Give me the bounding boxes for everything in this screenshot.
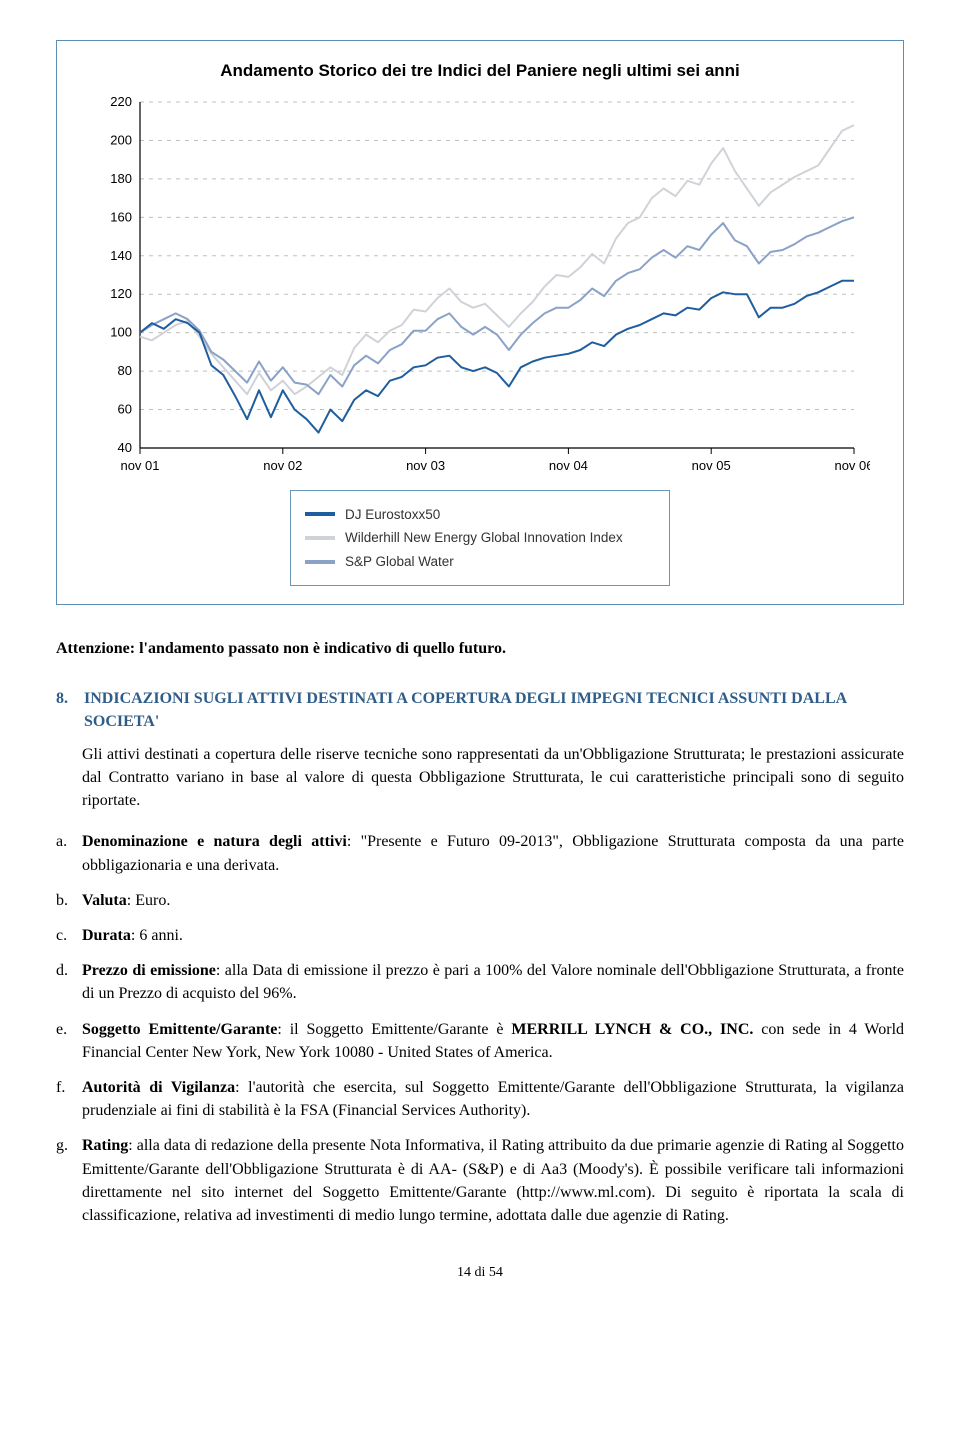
svg-text:120: 120 bbox=[110, 286, 132, 301]
list-item-label: Valuta bbox=[82, 892, 127, 909]
svg-text:nov 03: nov 03 bbox=[406, 458, 445, 473]
svg-text:100: 100 bbox=[110, 324, 132, 339]
list-body: Durata: 6 anni. bbox=[82, 924, 904, 947]
list-item-label: Durata bbox=[82, 927, 131, 944]
chart-caption: Attenzione: l'andamento passato non è in… bbox=[56, 637, 904, 660]
legend-item: DJ Eurostoxx50 bbox=[305, 505, 655, 525]
list-marker: g. bbox=[56, 1134, 82, 1227]
svg-text:40: 40 bbox=[118, 440, 132, 455]
section-heading: 8. INDICAZIONI SUGLI ATTIVI DESTINATI A … bbox=[56, 687, 904, 733]
inline-bold: MERRILL LYNCH & CO., INC. bbox=[511, 1021, 753, 1038]
list-marker: d. bbox=[56, 959, 82, 1005]
list-item-label: Prezzo di emissione bbox=[82, 962, 216, 979]
list-item-label: Soggetto Emittente/Garante bbox=[82, 1021, 277, 1038]
list-marker: a. bbox=[56, 830, 82, 876]
list-item-label: Rating bbox=[82, 1137, 128, 1154]
svg-text:80: 80 bbox=[118, 363, 132, 378]
section-title: INDICAZIONI SUGLI ATTIVI DESTINATI A COP… bbox=[84, 687, 898, 733]
list-marker: e. bbox=[56, 1018, 82, 1064]
list-marker: f. bbox=[56, 1076, 82, 1122]
svg-text:nov 02: nov 02 bbox=[263, 458, 302, 473]
list-marker: b. bbox=[56, 889, 82, 912]
svg-text:nov 05: nov 05 bbox=[692, 458, 731, 473]
legend-label: DJ Eurostoxx50 bbox=[345, 505, 440, 525]
legend-swatch bbox=[305, 512, 335, 516]
legend-label: Wilderhill New Energy Global Innovation … bbox=[345, 528, 623, 548]
legend-label: S&P Global Water bbox=[345, 552, 454, 572]
list-body: Autorità di Vigilanza: l'autorità che es… bbox=[82, 1076, 904, 1122]
section-number: 8. bbox=[56, 687, 80, 710]
list-body: Soggetto Emittente/Garante: il Soggetto … bbox=[82, 1018, 904, 1064]
list-body: Rating: alla data di redazione della pre… bbox=[82, 1134, 904, 1227]
list-item: f.Autorità di Vigilanza: l'autorità che … bbox=[56, 1076, 904, 1122]
legend-item: S&P Global Water bbox=[305, 552, 655, 572]
list-item: g.Rating: alla data di redazione della p… bbox=[56, 1134, 904, 1227]
svg-text:60: 60 bbox=[118, 401, 132, 416]
list-item: c.Durata: 6 anni. bbox=[56, 924, 904, 947]
list-item-label: Denominazione e natura degli attivi bbox=[82, 833, 347, 850]
svg-text:180: 180 bbox=[110, 171, 132, 186]
svg-text:nov 04: nov 04 bbox=[549, 458, 588, 473]
list-body: Valuta: Euro. bbox=[82, 889, 904, 912]
legend-item: Wilderhill New Energy Global Innovation … bbox=[305, 528, 655, 548]
list-item: d.Prezzo di emissione: alla Data di emis… bbox=[56, 959, 904, 1005]
list-body: Denominazione e natura degli attivi: "Pr… bbox=[82, 830, 904, 876]
svg-text:nov 01: nov 01 bbox=[120, 458, 159, 473]
chart-legend: DJ Eurostoxx50 Wilderhill New Energy Glob… bbox=[290, 490, 670, 587]
legend-swatch bbox=[305, 560, 335, 564]
list-item: b.Valuta: Euro. bbox=[56, 889, 904, 912]
list-body: Prezzo di emissione: alla Data di emissi… bbox=[82, 959, 904, 1005]
list-item: e.Soggetto Emittente/Garante: il Soggett… bbox=[56, 1018, 904, 1064]
chart-container: Andamento Storico dei tre Indici del Pan… bbox=[56, 40, 904, 605]
line-chart: 40 60 80 100 120 140 160 180 200 220 nov 01 nov 02 n… bbox=[90, 96, 870, 476]
lettered-list: a.Denominazione e natura degli attivi: "… bbox=[56, 830, 904, 1227]
list-item-label: Autorità di Vigilanza bbox=[82, 1079, 235, 1096]
list-marker: c. bbox=[56, 924, 82, 947]
svg-text:nov 06: nov 06 bbox=[834, 458, 870, 473]
page-number: 14 di 54 bbox=[56, 1263, 904, 1283]
svg-text:220: 220 bbox=[110, 96, 132, 109]
svg-text:160: 160 bbox=[110, 209, 132, 224]
svg-text:200: 200 bbox=[110, 132, 132, 147]
chart-title: Andamento Storico dei tre Indici del Pan… bbox=[77, 59, 883, 84]
legend-swatch bbox=[305, 536, 335, 540]
section-intro: Gli attivi destinati a copertura delle r… bbox=[82, 743, 904, 813]
list-item: a.Denominazione e natura degli attivi: "… bbox=[56, 830, 904, 876]
svg-text:140: 140 bbox=[110, 247, 132, 262]
